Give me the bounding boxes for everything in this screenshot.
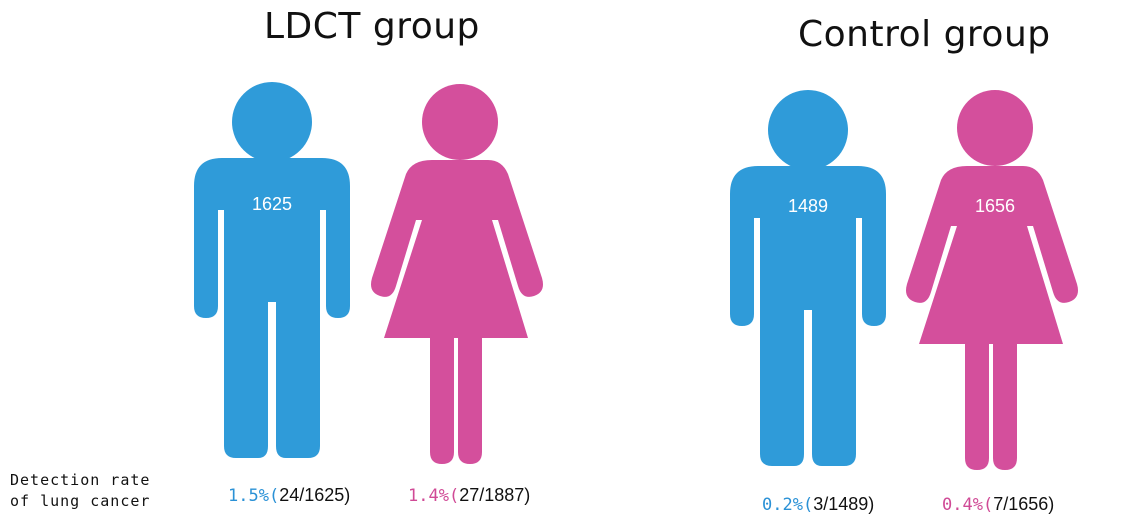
ldct-male-rate: 1.5%(24/1625) [228,485,350,506]
detection-rate-label-line2: of lung cancer [10,492,151,510]
ldct-female-rate-fraction: 27/1887) [459,485,531,505]
ldct-female-rate-percent: 1.4%( [408,486,460,506]
control-female-count: 1656 [974,196,1016,216]
ldct-male-rate-fraction: 24/1625) [279,485,351,505]
control-male-rate: 0.2%(3/1489) [762,494,874,515]
ldct-group-title: LDCT group [264,6,480,47]
control-male-rate-percent: 0.2%( [762,495,814,515]
ldct-male-count: 1625 [251,194,293,214]
male-figure-icon [730,90,886,466]
detection-rate-label: Detection rate of lung cancer [10,470,150,512]
control-female-rate-fraction: 7/1656) [993,494,1055,514]
male-figure-icon [194,82,350,458]
control-male-rate-fraction: 3/1489) [813,494,875,514]
control-male-count: 1489 [787,196,829,216]
female-figure-icon [906,90,1078,470]
control-female-rate-percent: 0.4%( [942,495,994,515]
detection-rate-label-line1: Detection rate [10,471,151,489]
female-figure-icon [371,84,543,464]
ldct-female-rate: 1.4%(27/1887) [408,485,530,506]
control-group-title: Control group [798,14,1051,55]
control-female-rate: 0.4%(7/1656) [942,494,1054,515]
ldct-male-rate-percent: 1.5%( [228,486,280,506]
